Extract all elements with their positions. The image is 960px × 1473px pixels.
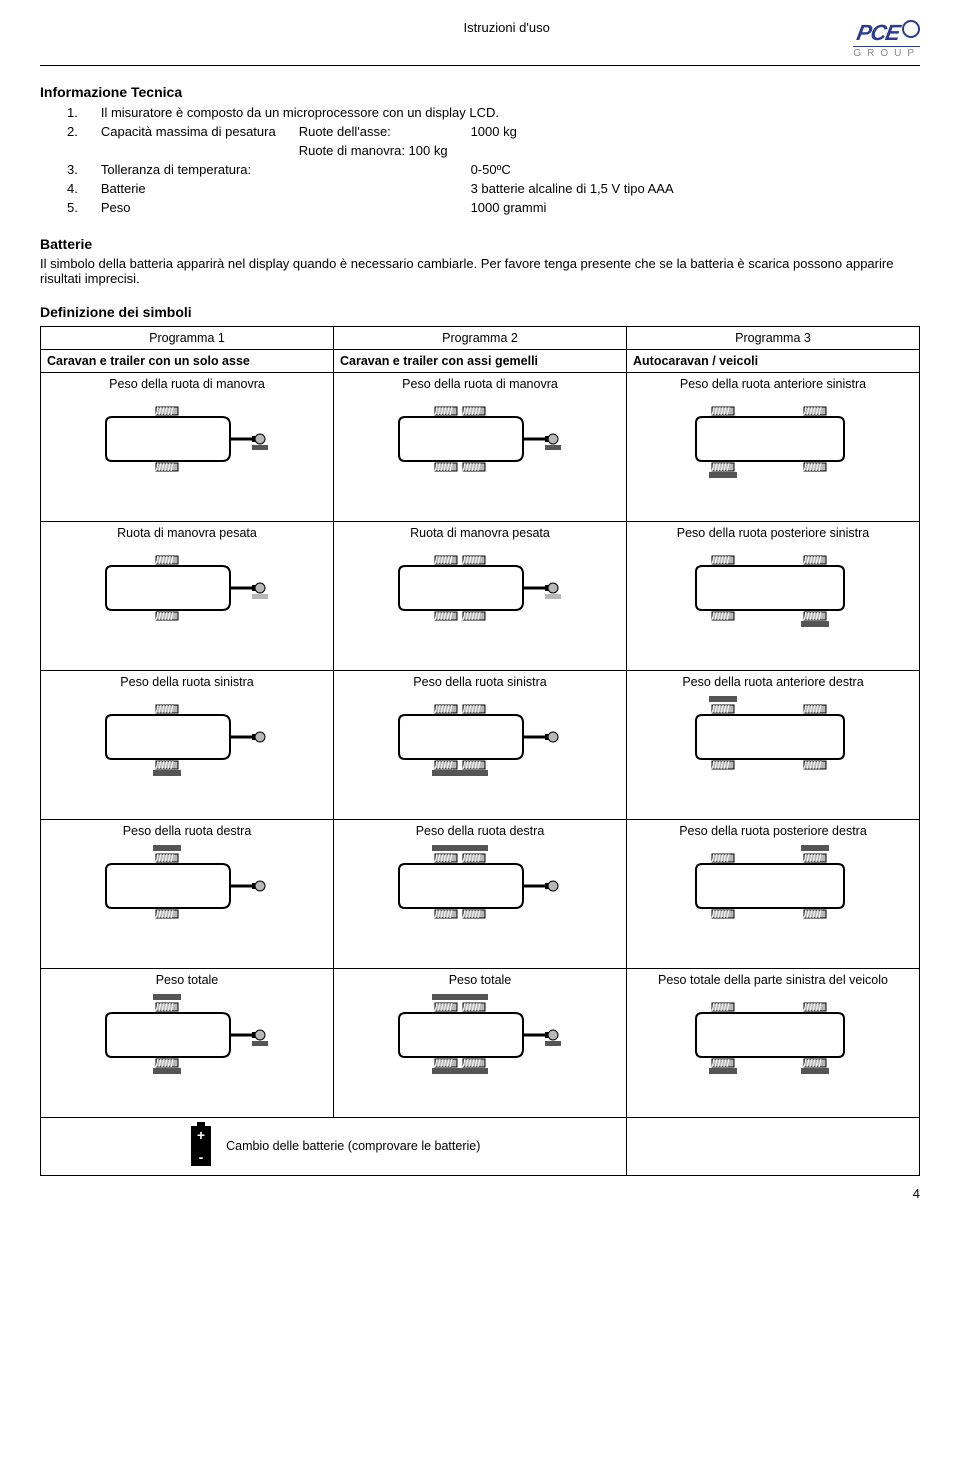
cell-p1-0: Peso della ruota di manovra <box>41 373 334 522</box>
cell-p2-3: Peso della ruota destra <box>334 820 627 969</box>
battery-footer-text: Cambio delle batterie (comprovare le bat… <box>226 1139 480 1153</box>
cell-p3-2: Peso della ruota anteriore destra <box>627 671 920 820</box>
cell-p3-3: Peso della ruota posteriore destra <box>627 820 920 969</box>
symbols-table: Programma 1 Programma 2 Programma 3 Cara… <box>40 326 920 1176</box>
subhead-3: Autocaravan / veicoli <box>633 354 758 368</box>
subhead-1: Caravan e trailer con un solo asse <box>47 354 250 368</box>
cell-p3-4: Peso totale della parte sinistra del vei… <box>627 969 920 1118</box>
globe-icon <box>902 20 920 38</box>
tech-specs-table: 1.Il misuratore è composto da un micropr… <box>64 102 696 218</box>
batt-title: Batterie <box>40 236 920 252</box>
cell-p2-4: Peso totale <box>334 969 627 1118</box>
cell-p1-3: Peso della ruota destra <box>41 820 334 969</box>
cell-p2-2: Peso della ruota sinistra <box>334 671 627 820</box>
subhead-2: Caravan e trailer con assi gemelli <box>340 354 538 368</box>
cell-p1-4: Peso totale <box>41 969 334 1118</box>
cell-p2-0: Peso della ruota di manovra <box>334 373 627 522</box>
cell-p1-2: Peso della ruota sinistra <box>41 671 334 820</box>
page-number: 4 <box>40 1186 920 1201</box>
col-head-1: Programma 1 <box>41 327 334 350</box>
svg-text:+: + <box>197 1127 205 1143</box>
doc-title: Istruzioni d'uso <box>160 20 853 35</box>
cell-p1-1: Ruota di manovra pesata <box>41 522 334 671</box>
svg-text:-: - <box>198 1149 203 1165</box>
cell-p3-1: Peso della ruota posteriore sinistra <box>627 522 920 671</box>
tech-title: Informazione Tecnica <box>40 84 920 100</box>
batt-body: Il simbolo della batteria apparirà nel d… <box>40 256 920 286</box>
cell-p2-1: Ruota di manovra pesata <box>334 522 627 671</box>
sym-title: Definizione dei simboli <box>40 304 920 320</box>
battery-icon: +- <box>187 1122 215 1171</box>
logo: PCE GROUP <box>853 20 920 59</box>
col-head-2: Programma 2 <box>334 327 627 350</box>
col-head-3: Programma 3 <box>627 327 920 350</box>
page-header: Istruzioni d'uso PCE GROUP <box>40 20 920 59</box>
cell-p3-0: Peso della ruota anteriore sinistra <box>627 373 920 522</box>
